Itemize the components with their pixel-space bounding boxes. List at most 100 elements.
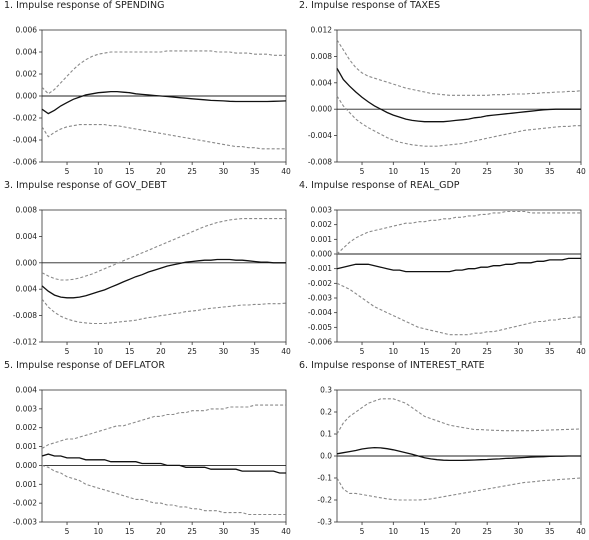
x-tick-label: 20: [156, 527, 166, 536]
y-tick-label: -0.012: [13, 338, 37, 347]
impulse-response-line: [336, 257, 581, 273]
x-tick-label: 20: [451, 347, 461, 356]
y-tick-label: 0.002: [311, 220, 333, 229]
y-tick-label: -0.008: [13, 311, 37, 320]
x-tick-label: 25: [482, 527, 492, 536]
x-tick-label: 5: [65, 347, 70, 356]
x-tick-label: 25: [482, 347, 492, 356]
chart-title: 1. Impulse response of SPENDING: [4, 0, 165, 11]
x-tick-label: 25: [482, 167, 492, 176]
y-tick-label: -0.1: [317, 474, 332, 483]
y-tick-label: 0.003: [311, 206, 333, 215]
chart-panel-1: 1. Impulse response of SPENDING 0.006 0.00…: [0, 0, 294, 180]
x-tick-label: 10: [94, 167, 104, 176]
x-tick-label: 35: [545, 527, 555, 536]
confidence-band-line: [41, 298, 287, 325]
y-tick-label: 0.004: [16, 48, 38, 57]
y-tick-label: -0.004: [308, 308, 332, 317]
x-tick-label: 40: [576, 167, 586, 176]
y-tick-label: -0.003: [308, 294, 332, 303]
confidence-band-line: [336, 398, 582, 435]
x-tick-label: 25: [187, 167, 197, 176]
y-tick-label: 0.001: [16, 480, 38, 489]
chart-panel-5: 5. Impulse response of DEFLATOR 0.004 0.00…: [0, 360, 294, 540]
y-tick-label: 0.000: [311, 105, 333, 114]
confidence-band-line: [336, 95, 581, 147]
x-tick-label: 15: [420, 347, 430, 356]
impulse-response-line: [41, 453, 286, 474]
x-tick-label: 10: [94, 527, 104, 536]
y-tick-label: 0.3: [320, 386, 332, 395]
x-tick-label: 20: [451, 167, 461, 176]
chart-plot-2: 0.012 0.008 0.004 0.000 -0.004 -0.008 5 10 15 20 2…: [308, 26, 586, 177]
x-tick-label: 15: [420, 527, 430, 536]
x-tick-label: 35: [250, 527, 260, 536]
y-tick-label: -0.002: [308, 279, 332, 288]
x-tick-label: 40: [281, 167, 291, 176]
y-tick-label: 0.002: [16, 423, 38, 432]
x-tick-label: 5: [360, 167, 365, 176]
x-tick-label: 35: [250, 167, 260, 176]
y-tick-label: -0.004: [13, 136, 37, 145]
confidence-band-line: [336, 477, 582, 501]
y-tick-label: 0.000: [311, 250, 333, 259]
y-tick-label: -0.005: [308, 323, 332, 332]
y-tick-label: 0.003: [16, 404, 38, 413]
confidence-band-line: [41, 124, 286, 150]
y-tick-label: -0.3: [317, 518, 332, 527]
chart-title: 2. Impulse response of TAXES: [299, 0, 441, 11]
x-tick-label: 40: [281, 347, 291, 356]
x-tick-label: 5: [65, 527, 70, 536]
y-tick-label: 0.0: [320, 452, 332, 461]
x-tick-label: 10: [389, 527, 399, 536]
x-tick-label: 40: [576, 347, 586, 356]
y-tick-label: -0.003: [13, 518, 37, 527]
y-tick-label: 0.000: [16, 92, 38, 101]
confidence-band-line: [336, 39, 582, 96]
x-tick-label: 30: [219, 527, 229, 536]
confidence-band-line: [41, 404, 286, 449]
confidence-band-line: [41, 218, 286, 281]
y-tick-label: 0.012: [311, 26, 333, 35]
x-tick-label: 20: [451, 527, 461, 536]
x-tick-label: 35: [545, 167, 555, 176]
x-tick-label: 5: [360, 527, 365, 536]
x-tick-label: 15: [125, 527, 135, 536]
y-tick-label: -0.002: [13, 114, 37, 123]
impulse-response-line: [41, 90, 287, 115]
y-tick-label: 0.001: [311, 235, 333, 244]
chart-panel-2: 2. Impulse response of TAXES 0.012 0.008 0.…: [295, 0, 589, 180]
x-tick-label: 20: [156, 167, 166, 176]
x-tick-label: 30: [514, 167, 524, 176]
y-tick-label: 0.004: [311, 78, 333, 87]
y-tick-label: -0.2: [317, 496, 332, 505]
y-tick-label: -0.006: [308, 338, 332, 347]
y-tick-label: 0.006: [16, 26, 38, 35]
confidence-band-line: [41, 464, 286, 516]
y-tick-label: 0.004: [16, 386, 38, 395]
y-tick-label: 0.000: [16, 461, 38, 470]
confidence-band-line: [336, 282, 581, 336]
y-tick-label: 0.002: [16, 70, 38, 79]
plot-frame: [336, 209, 582, 343]
impulse-response-line: [41, 258, 286, 299]
y-tick-label: -0.006: [13, 158, 37, 167]
chart-panel-6: 6. Impulse response of INTEREST_RATE 0.3 0…: [295, 360, 589, 540]
plot-frame: [41, 389, 287, 523]
x-tick-label: 15: [125, 347, 135, 356]
chart-plot-1: 0.006 0.004 0.002 0.000 -0.002 -0.004 -0.006 5 1…: [13, 26, 291, 177]
x-tick-label: 40: [576, 527, 586, 536]
x-tick-label: 25: [187, 527, 197, 536]
x-tick-label: 15: [420, 167, 430, 176]
y-tick-label: 0.008: [16, 206, 38, 215]
x-tick-label: 35: [250, 347, 260, 356]
x-tick-label: 15: [125, 167, 135, 176]
x-tick-label: 30: [514, 347, 524, 356]
x-tick-label: 30: [514, 527, 524, 536]
x-tick-label: 10: [94, 347, 104, 356]
chart-plot-6: 0.3 0.2 0.1 0.0 -0.1 -0.2 -0.3 5 10 15 20 25 30 35 40: [317, 386, 586, 537]
y-tick-label: -0.001: [308, 264, 332, 273]
y-tick-label: 0.004: [16, 285, 38, 294]
x-tick-label: 10: [389, 347, 399, 356]
